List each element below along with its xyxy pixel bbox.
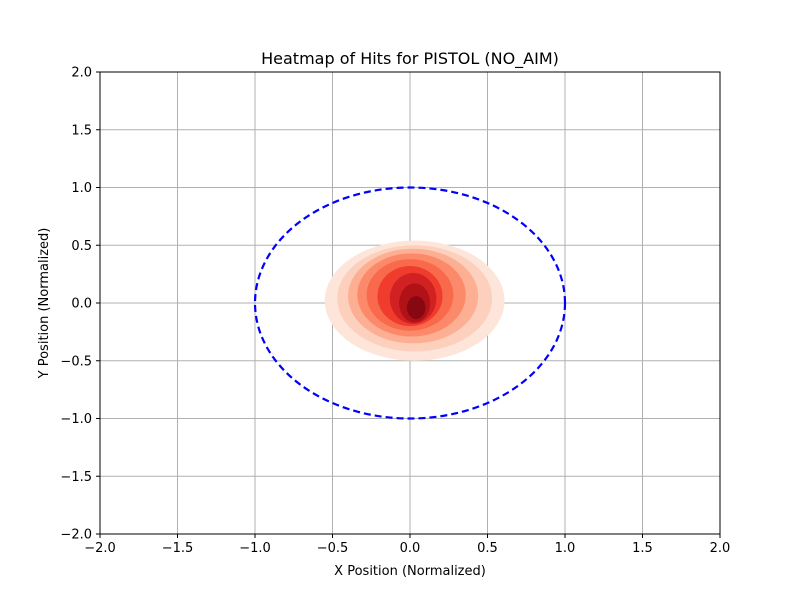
y-tick-label-3: 0.5: [71, 239, 92, 254]
y-tick-label-8: −2.0: [60, 528, 92, 543]
x-tick-label-3: −0.5: [317, 541, 349, 556]
density-contours: [324, 240, 505, 361]
target-boundary: [253, 186, 567, 420]
y-tick-label-2: 1.0: [71, 181, 92, 196]
x-tick-label-4: 0.0: [400, 541, 421, 556]
x-tick-label-8: 2.0: [710, 541, 731, 556]
axis-ticks: −2.0 −1.5 −1.0 −0.5 0.0 0.5 1.0 1.5 2.0 2.0 1.5 1.0…: [60, 66, 730, 557]
y-tick-label-6: −1.0: [60, 412, 92, 427]
y-axis-label: Y Position (Normalized): [37, 228, 52, 380]
boundary-circle: [253, 186, 567, 420]
y-tick-label-0: 2.0: [71, 66, 92, 81]
y-tick-label-7: −1.5: [60, 470, 92, 485]
x-tick-label-5: 0.5: [477, 541, 498, 556]
density-level-9: [406, 296, 426, 320]
y-tick-label-5: −0.5: [60, 354, 92, 369]
x-tick-label-0: −2.0: [84, 541, 116, 556]
x-axis-label: X Position (Normalized): [334, 564, 486, 579]
x-tick-label-7: 1.5: [632, 541, 653, 556]
x-tick-label-2: −1.0: [239, 541, 271, 556]
x-tick-label-1: −1.5: [162, 541, 194, 556]
chart-title: Heatmap of Hits for PISTOL (NO_AIM): [261, 49, 559, 69]
x-tick-label-6: 1.0: [555, 541, 576, 556]
y-tick-label-4: 0.0: [71, 297, 92, 312]
y-tick-label-1: 1.5: [71, 123, 92, 138]
